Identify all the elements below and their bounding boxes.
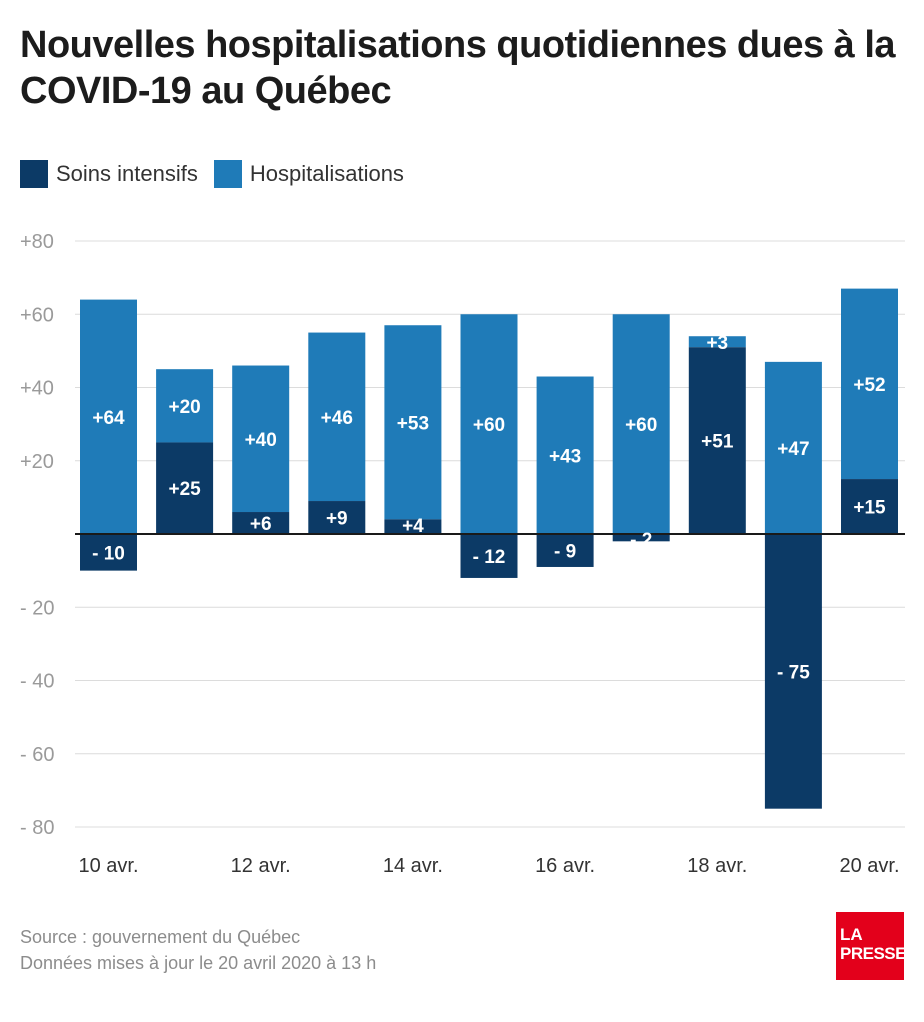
y-tick-label: +20 [20, 451, 54, 473]
x-tick-label: 12 avr. [231, 855, 291, 877]
bar-soins-intensifs [460, 534, 518, 578]
y-tick-label: - 40 [20, 671, 54, 693]
bar-hospitalisations [536, 376, 594, 534]
bar-soins-intensifs [612, 534, 670, 542]
legend-label-soins-intensifs: Soins intensifs [56, 161, 198, 186]
data-label-hospitalisations: +3 [706, 333, 728, 354]
bar-soins-intensifs [232, 512, 290, 534]
data-label-soins-intensifs: +25 [168, 479, 201, 500]
logo-line-2: PRESSE [840, 944, 906, 963]
data-label-soins-intensifs: +4 [402, 516, 424, 537]
data-label-soins-intensifs: +6 [250, 514, 272, 535]
data-label-soins-intensifs: +51 [701, 432, 734, 453]
data-label-hospitalisations: +47 [777, 439, 809, 460]
bars [80, 288, 898, 809]
bar-soins-intensifs [156, 442, 214, 534]
data-label-soins-intensifs: - 12 [473, 547, 506, 568]
x-tick-label: 10 avr. [78, 855, 138, 877]
data-label-hospitalisations: +40 [245, 430, 277, 451]
y-axis-labels: +80 +60 +40 +20 - 20 - 40 - 60 - 80 [20, 231, 54, 839]
x-tick-label: 20 avr. [839, 855, 899, 877]
bar-hospitalisations [841, 288, 898, 480]
bar-soins-intensifs [841, 479, 898, 534]
bar-hospitalisations [80, 299, 137, 534]
data-label-hospitalisations: +60 [625, 415, 657, 436]
y-tick-label: - 80 [20, 817, 54, 839]
y-tick-label: - 20 [20, 597, 54, 619]
y-tick-label: - 60 [20, 744, 54, 766]
data-label-hospitalisations: +20 [168, 397, 200, 418]
bar-soins-intensifs [80, 534, 137, 571]
data-label-hospitalisations: +46 [321, 408, 353, 429]
x-tick-label: 14 avr. [383, 855, 443, 877]
data-label-hospitalisations: +60 [473, 415, 505, 436]
data-label-soins-intensifs: - 9 [554, 541, 576, 562]
bar-soins-intensifs [764, 534, 822, 809]
legend-label-hospitalisations: Hospitalisations [249, 161, 404, 186]
bar-soins-intensifs [308, 501, 366, 534]
bar-soins-intensifs [536, 534, 594, 567]
data-label-soins-intensifs: - 75 [777, 662, 810, 683]
y-tick-label: +40 [20, 378, 54, 400]
legend-swatch-soins-intensifs [20, 160, 48, 188]
data-label-soins-intensifs: - 10 [92, 543, 125, 564]
data-label-soins-intensifs: +15 [853, 498, 886, 519]
bar-chart: +80 +60 +40 +20 - 20 - 40 - 60 - 80 10 avr. 12 a… [20, 231, 905, 877]
x-tick-label: 16 avr. [535, 855, 595, 877]
legend-item-hospitalisations: Hospitalisations [213, 160, 404, 188]
bar-hospitalisations [460, 314, 518, 534]
logo-line-1: LA [840, 925, 863, 944]
source-note: Source : gouvernement du Québec [20, 927, 301, 947]
update-note: Données mises à jour le 20 avril 2020 à … [20, 953, 377, 973]
bar-hospitalisations [156, 369, 214, 443]
chart-title: Nouvelles hospitalisations quotidiennes … [20, 24, 896, 112]
data-label-hospitalisations: +64 [92, 408, 125, 429]
y-tick-label: +80 [20, 231, 54, 253]
data-label-soins-intensifs: - 2 [630, 530, 652, 551]
data-label-hospitalisations: +52 [853, 375, 885, 396]
data-label-hospitalisations: +53 [397, 413, 429, 434]
bar-hospitalisations [232, 365, 290, 513]
bar-hospitalisations [308, 332, 366, 502]
footer: Source : gouvernement du Québec Données … [20, 924, 376, 976]
data-label-hospitalisations: +43 [549, 446, 581, 467]
bar-hospitalisations [764, 361, 822, 534]
bar-soins-intensifs [384, 519, 442, 534]
bar-hospitalisations [688, 336, 746, 348]
x-axis-labels: 10 avr. 12 avr. 14 avr. 16 avr. 18 avr. 20 av… [78, 855, 899, 877]
bar-soins-intensifs [688, 347, 746, 534]
legend-item-soins-intensifs: Soins intensifs [20, 160, 198, 188]
data-labels: +64 - 10 +20 +25 +40 +6 +46 +9 +53 +4 +60 - 12 +43 - … [92, 333, 886, 683]
legend-swatch-hospitalisations [213, 160, 242, 188]
bar-hospitalisations [612, 314, 670, 534]
y-tick-label: +60 [20, 304, 54, 326]
la-presse-logo: LA PRESSE [836, 912, 906, 980]
x-tick-label: 18 avr. [687, 855, 747, 877]
data-label-soins-intensifs: +9 [326, 509, 348, 530]
legend: Soins intensifs Hospitalisations [20, 158, 420, 190]
bar-hospitalisations [384, 325, 442, 520]
